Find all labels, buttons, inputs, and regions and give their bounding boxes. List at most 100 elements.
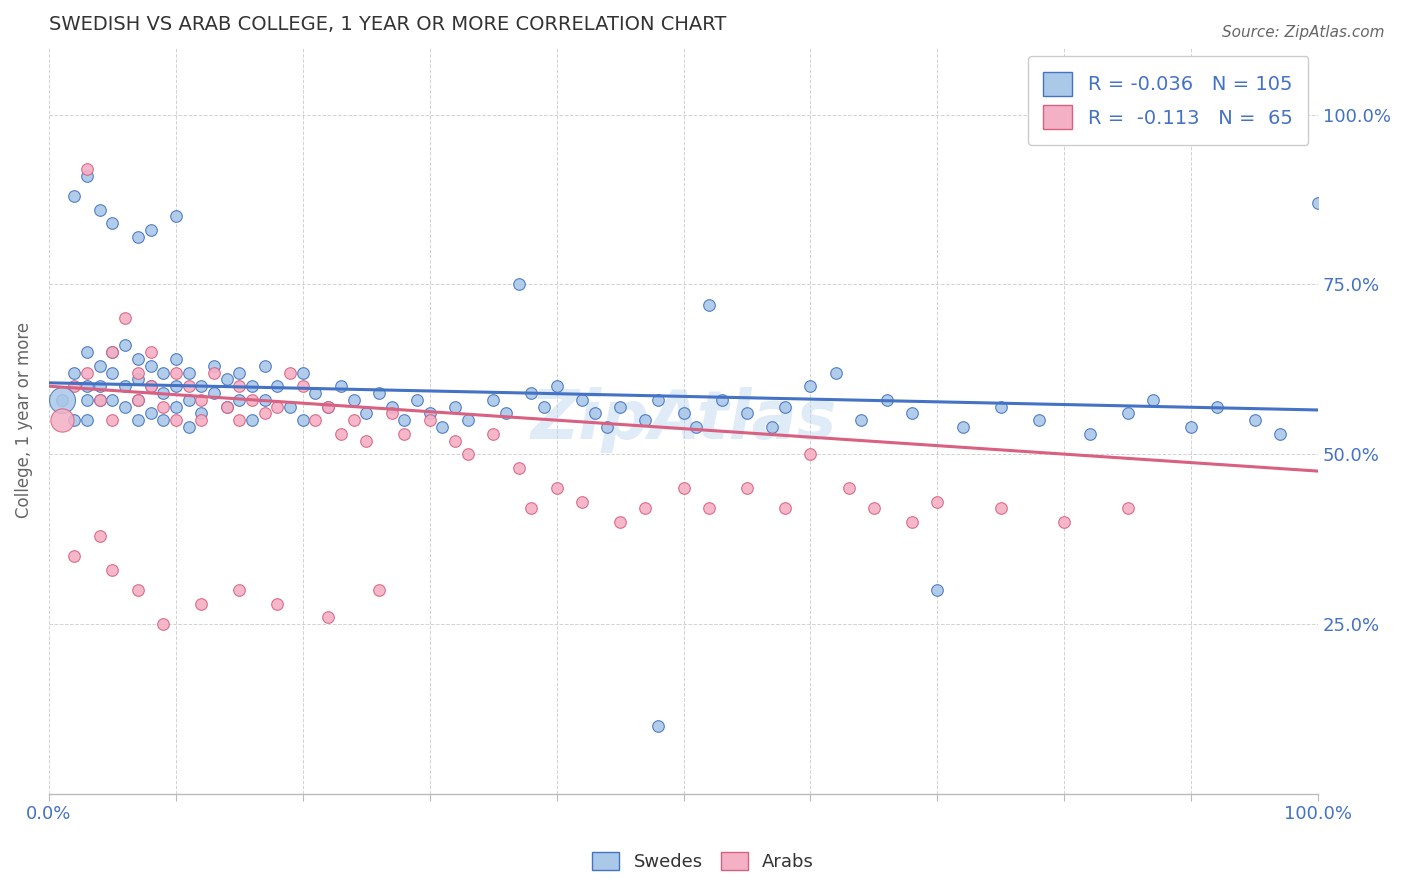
Point [202,359,225,373]
Point [457,447,479,461]
Point [356,406,378,420]
Point [278,400,301,414]
Point [89,392,111,407]
Point [457,413,479,427]
Point [927,494,949,508]
Point [89,528,111,542]
Point [253,392,276,407]
Point [228,413,250,427]
Point [508,277,530,292]
Point [571,494,593,508]
Point [990,400,1012,414]
Point [114,400,136,414]
Point [304,386,326,401]
Point [672,481,695,495]
Point [863,501,886,516]
Point [228,392,250,407]
Point [152,400,174,414]
Text: SWEDISH VS ARAB COLLEGE, 1 YEAR OR MORE CORRELATION CHART: SWEDISH VS ARAB COLLEGE, 1 YEAR OR MORE … [49,15,727,34]
Point [329,379,352,393]
Point [419,406,441,420]
Point [152,366,174,380]
Point [63,379,86,393]
Point [101,413,124,427]
Point [291,413,314,427]
Point [253,359,276,373]
Point [482,392,505,407]
Point [304,413,326,427]
Point [165,366,187,380]
Point [101,392,124,407]
Point [596,420,619,434]
Point [101,216,124,230]
Point [228,379,250,393]
Point [89,392,111,407]
Point [89,202,111,217]
Point [76,413,98,427]
Point [368,386,391,401]
Point [1053,515,1076,529]
Point [546,481,568,495]
Point [165,379,187,393]
Point [127,392,149,407]
Point [697,501,720,516]
Point [266,597,288,611]
Point [165,413,187,427]
Point [51,392,73,407]
Point [215,400,238,414]
Point [215,400,238,414]
Point [824,366,846,380]
Y-axis label: College, 1 year or more: College, 1 year or more [15,322,32,518]
Point [101,366,124,380]
Point [546,379,568,393]
Point [76,379,98,393]
Point [356,434,378,448]
Point [520,501,543,516]
Point [394,413,416,427]
Point [1268,426,1291,441]
Point [316,610,339,624]
Point [647,392,669,407]
Point [190,392,212,407]
Point [177,379,200,393]
Point [672,406,695,420]
Point [139,345,162,359]
Point [1308,195,1330,210]
Point [139,379,162,393]
Point [990,501,1012,516]
Point [127,366,149,380]
Point [127,582,149,597]
Point [1078,426,1101,441]
Point [1180,420,1202,434]
Point [761,420,783,434]
Point [101,563,124,577]
Point [1116,501,1139,516]
Point [710,392,733,407]
Point [316,400,339,414]
Point [51,413,73,427]
Point [278,366,301,380]
Point [1028,413,1050,427]
Point [114,311,136,326]
Point [177,420,200,434]
Point [240,392,263,407]
Point [697,298,720,312]
Point [215,372,238,386]
Point [609,400,631,414]
Point [838,481,860,495]
Point [773,501,796,516]
Point [228,582,250,597]
Point [190,413,212,427]
Point [735,481,758,495]
Point [685,420,707,434]
Point [381,400,404,414]
Point [291,366,314,380]
Point [139,379,162,393]
Point [177,392,200,407]
Point [482,426,505,441]
Point [927,582,949,597]
Point [901,515,924,529]
Point [190,379,212,393]
Point [799,379,821,393]
Point [63,549,86,563]
